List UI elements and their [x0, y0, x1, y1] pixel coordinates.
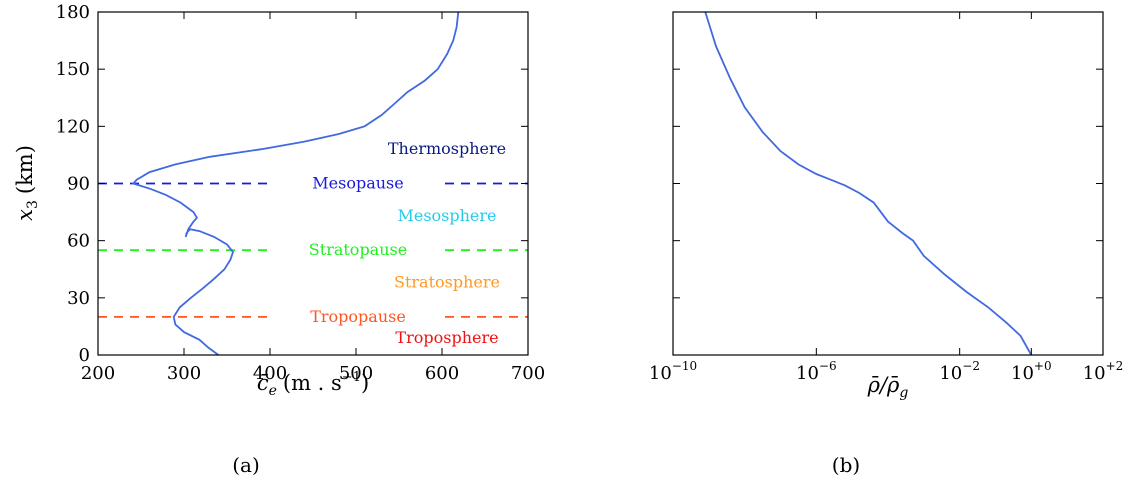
panel-a-y-tick-label: 30 — [67, 288, 90, 309]
panel-a-region-label: Troposphere — [395, 328, 498, 347]
panel-b-x-tick-label: 10−10 — [649, 359, 697, 384]
panel-b-x-tick-label: 10+2 — [1083, 359, 1124, 384]
panel-b-plot-area — [704, 11, 1033, 356]
panel-a-y-tick-label: 180 — [56, 2, 90, 23]
panel-b-ticks: 10−10 10−6 10−2 10+0 10+2 — [649, 11, 1124, 384]
panel-b-x-axis-label: ρ̄/ρ̄g — [867, 373, 909, 401]
panel-b-x-tick-label: 10+0 — [1011, 359, 1052, 384]
panel-a-x-tick-label: 600 — [425, 363, 459, 384]
panel-a-region-label: Thermosphere — [388, 139, 506, 158]
panel-a-x-tick-label: 200 — [81, 363, 115, 384]
panel-a-y-tick-label: 150 — [56, 59, 90, 80]
panel-a-x-tick-label: 500 — [339, 363, 373, 384]
panel-a-sound-speed-line — [131, 11, 460, 356]
panel-a-region-label: Mesosphere — [397, 206, 496, 225]
panel-b-frame — [672, 11, 1104, 356]
panel-a-y-tick-label: 0 — [79, 345, 90, 366]
panel-b-density-ratio-line — [704, 11, 1033, 356]
panel-a-y-tick-label: 120 — [56, 116, 90, 137]
panel-a-x-axis-label: c̄e (m . s−1) — [257, 370, 369, 399]
panel-a-chart: 200 300 400 500 600 700 0 30 60 90 120 150 180 Mesop… — [13, 2, 545, 477]
panel-b-x-tick-label: 10−2 — [939, 359, 980, 384]
panel-a-x-tick-label: 700 — [511, 363, 545, 384]
panel-a-label: (a) — [232, 453, 260, 477]
panel-a-y-tick-label: 90 — [67, 174, 90, 195]
panel-a-plot-area — [98, 11, 528, 356]
panel-a-region-label: Stratosphere — [394, 273, 500, 292]
panel-a-x-tick-label: 300 — [167, 363, 201, 384]
panel-b-label: (b) — [832, 453, 860, 477]
panel-a-ticks: 200 300 400 500 600 700 0 30 60 90 120 150 180 — [56, 2, 546, 384]
panel-a-level-label: Tropopause — [310, 307, 406, 326]
panel-a-x-tick-label: 400 — [253, 363, 287, 384]
panel-b-chart: 10−10 10−6 10−2 10+0 10+2 ρ̄/ρ̄g (b) — [649, 11, 1124, 477]
panel-b-x-tick-label: 10−6 — [796, 359, 837, 384]
panel-a-level-label: Mesopause — [312, 174, 403, 193]
panel-a-y-tick-label: 60 — [67, 231, 90, 252]
panel-a-level-label: Stratopause — [309, 240, 407, 259]
panel-a-layer-labels: Mesopause Stratopause Tropopause Thermosphe… — [309, 139, 506, 347]
panel-a-y-axis-label: x3(km) — [13, 145, 41, 221]
